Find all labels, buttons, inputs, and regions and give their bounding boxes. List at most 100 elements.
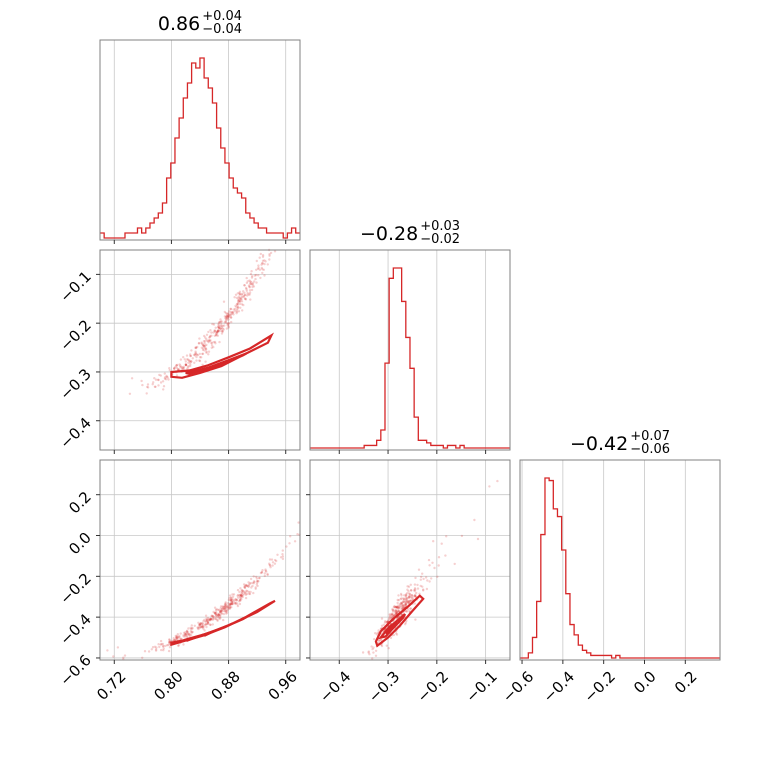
scatter-point [229, 598, 232, 601]
scatter-point [168, 641, 171, 644]
scatter-point [157, 384, 160, 387]
scatter-point [248, 582, 251, 585]
scatter-point [181, 366, 184, 369]
scatter-point [430, 577, 433, 580]
scatter-point [406, 600, 409, 603]
scatter-point [198, 623, 201, 627]
scatter-point [248, 291, 252, 294]
scatter-point [233, 599, 236, 603]
scatter-point [182, 633, 185, 637]
scatter-point [231, 310, 234, 314]
scatter-point [218, 327, 221, 330]
scatter-point [229, 603, 232, 606]
scatter-point [437, 556, 441, 559]
scatter-point [212, 616, 215, 620]
scatter-point [146, 386, 150, 389]
scatter-point [261, 569, 264, 572]
scatter-point [404, 602, 407, 605]
scatter-point [410, 596, 413, 599]
scatter-point [407, 590, 410, 593]
scatter-point [225, 317, 229, 320]
scatter-point [399, 601, 403, 605]
scatter-point [189, 627, 193, 631]
scatter-point [228, 594, 232, 597]
scatter-point [370, 645, 373, 648]
scatter-point [231, 593, 234, 596]
scatter-point [249, 282, 253, 286]
scatter-point [185, 630, 189, 633]
scatter-point [160, 642, 163, 646]
scatter-point [399, 603, 403, 606]
scatter-point [183, 635, 187, 638]
y-tick-label: −0.4 [56, 414, 94, 452]
scatter-point [228, 596, 231, 600]
scatter-point [198, 623, 202, 626]
scatter-point [226, 313, 229, 316]
scatter-point [234, 304, 237, 308]
scatter-point [372, 651, 375, 654]
scatter-point [201, 624, 204, 628]
scatter-point [220, 611, 223, 615]
scatter-point [264, 568, 267, 571]
scatter-point [405, 597, 409, 600]
scatter-point [268, 258, 271, 261]
scatter-point [217, 329, 220, 332]
scatter-point [227, 323, 230, 326]
scatter-point [243, 293, 246, 297]
scatter-point [400, 601, 403, 605]
scatter-point [224, 610, 227, 614]
scatter-point [244, 286, 248, 290]
scatter-point [216, 608, 220, 611]
scatter-point [238, 598, 242, 602]
scatter-point [234, 601, 237, 604]
scatter-point [216, 619, 219, 622]
scatter-point [255, 583, 258, 586]
scatter-point [222, 612, 226, 616]
scatter-point [266, 573, 269, 577]
scatter-point [198, 337, 201, 340]
scatter-point [112, 655, 115, 658]
scatter-point [218, 329, 222, 333]
scatter-point [236, 588, 240, 592]
scatter-point [231, 602, 234, 605]
scatter-point [189, 361, 192, 364]
scatter-point [376, 631, 379, 634]
scatter-point [180, 367, 183, 371]
scatter-point [268, 564, 272, 567]
scatter-point [258, 576, 261, 579]
scatter-point [176, 638, 179, 641]
scatter-point [130, 377, 134, 380]
scatter-point [187, 627, 190, 630]
scatter-point [388, 616, 391, 619]
title-upper-error: +0.07 [630, 429, 670, 444]
scatter-point [208, 336, 211, 339]
scatter-point [241, 591, 244, 595]
scatter-point [428, 564, 431, 567]
scatter-point [394, 609, 398, 612]
y-tick-label: 0.2 [65, 488, 95, 518]
scatter-point [194, 350, 197, 353]
scatter-point [223, 607, 226, 610]
scatter-point [235, 305, 238, 309]
scatter-point [231, 595, 235, 598]
scatter-point [404, 602, 408, 606]
scatter-point [186, 631, 190, 634]
scatter-point [236, 604, 240, 608]
scatter-point [231, 601, 234, 604]
scatter-point [211, 617, 215, 620]
scatter-point [215, 332, 218, 335]
scatter-point [167, 649, 171, 653]
scatter-point [211, 615, 215, 618]
scatter-point [226, 316, 229, 319]
scatter-point [195, 355, 198, 359]
scatter-point [242, 294, 245, 298]
scatter-point [205, 617, 208, 620]
y-tick-label: −0.3 [56, 365, 94, 403]
scatter-point [163, 377, 167, 380]
scatter-point [394, 609, 397, 612]
x-tick-label: −0.4 [316, 668, 354, 706]
scatter-point [218, 614, 222, 617]
scatter-point [226, 312, 229, 315]
scatter-point [222, 618, 225, 622]
scatter-point [201, 625, 204, 629]
